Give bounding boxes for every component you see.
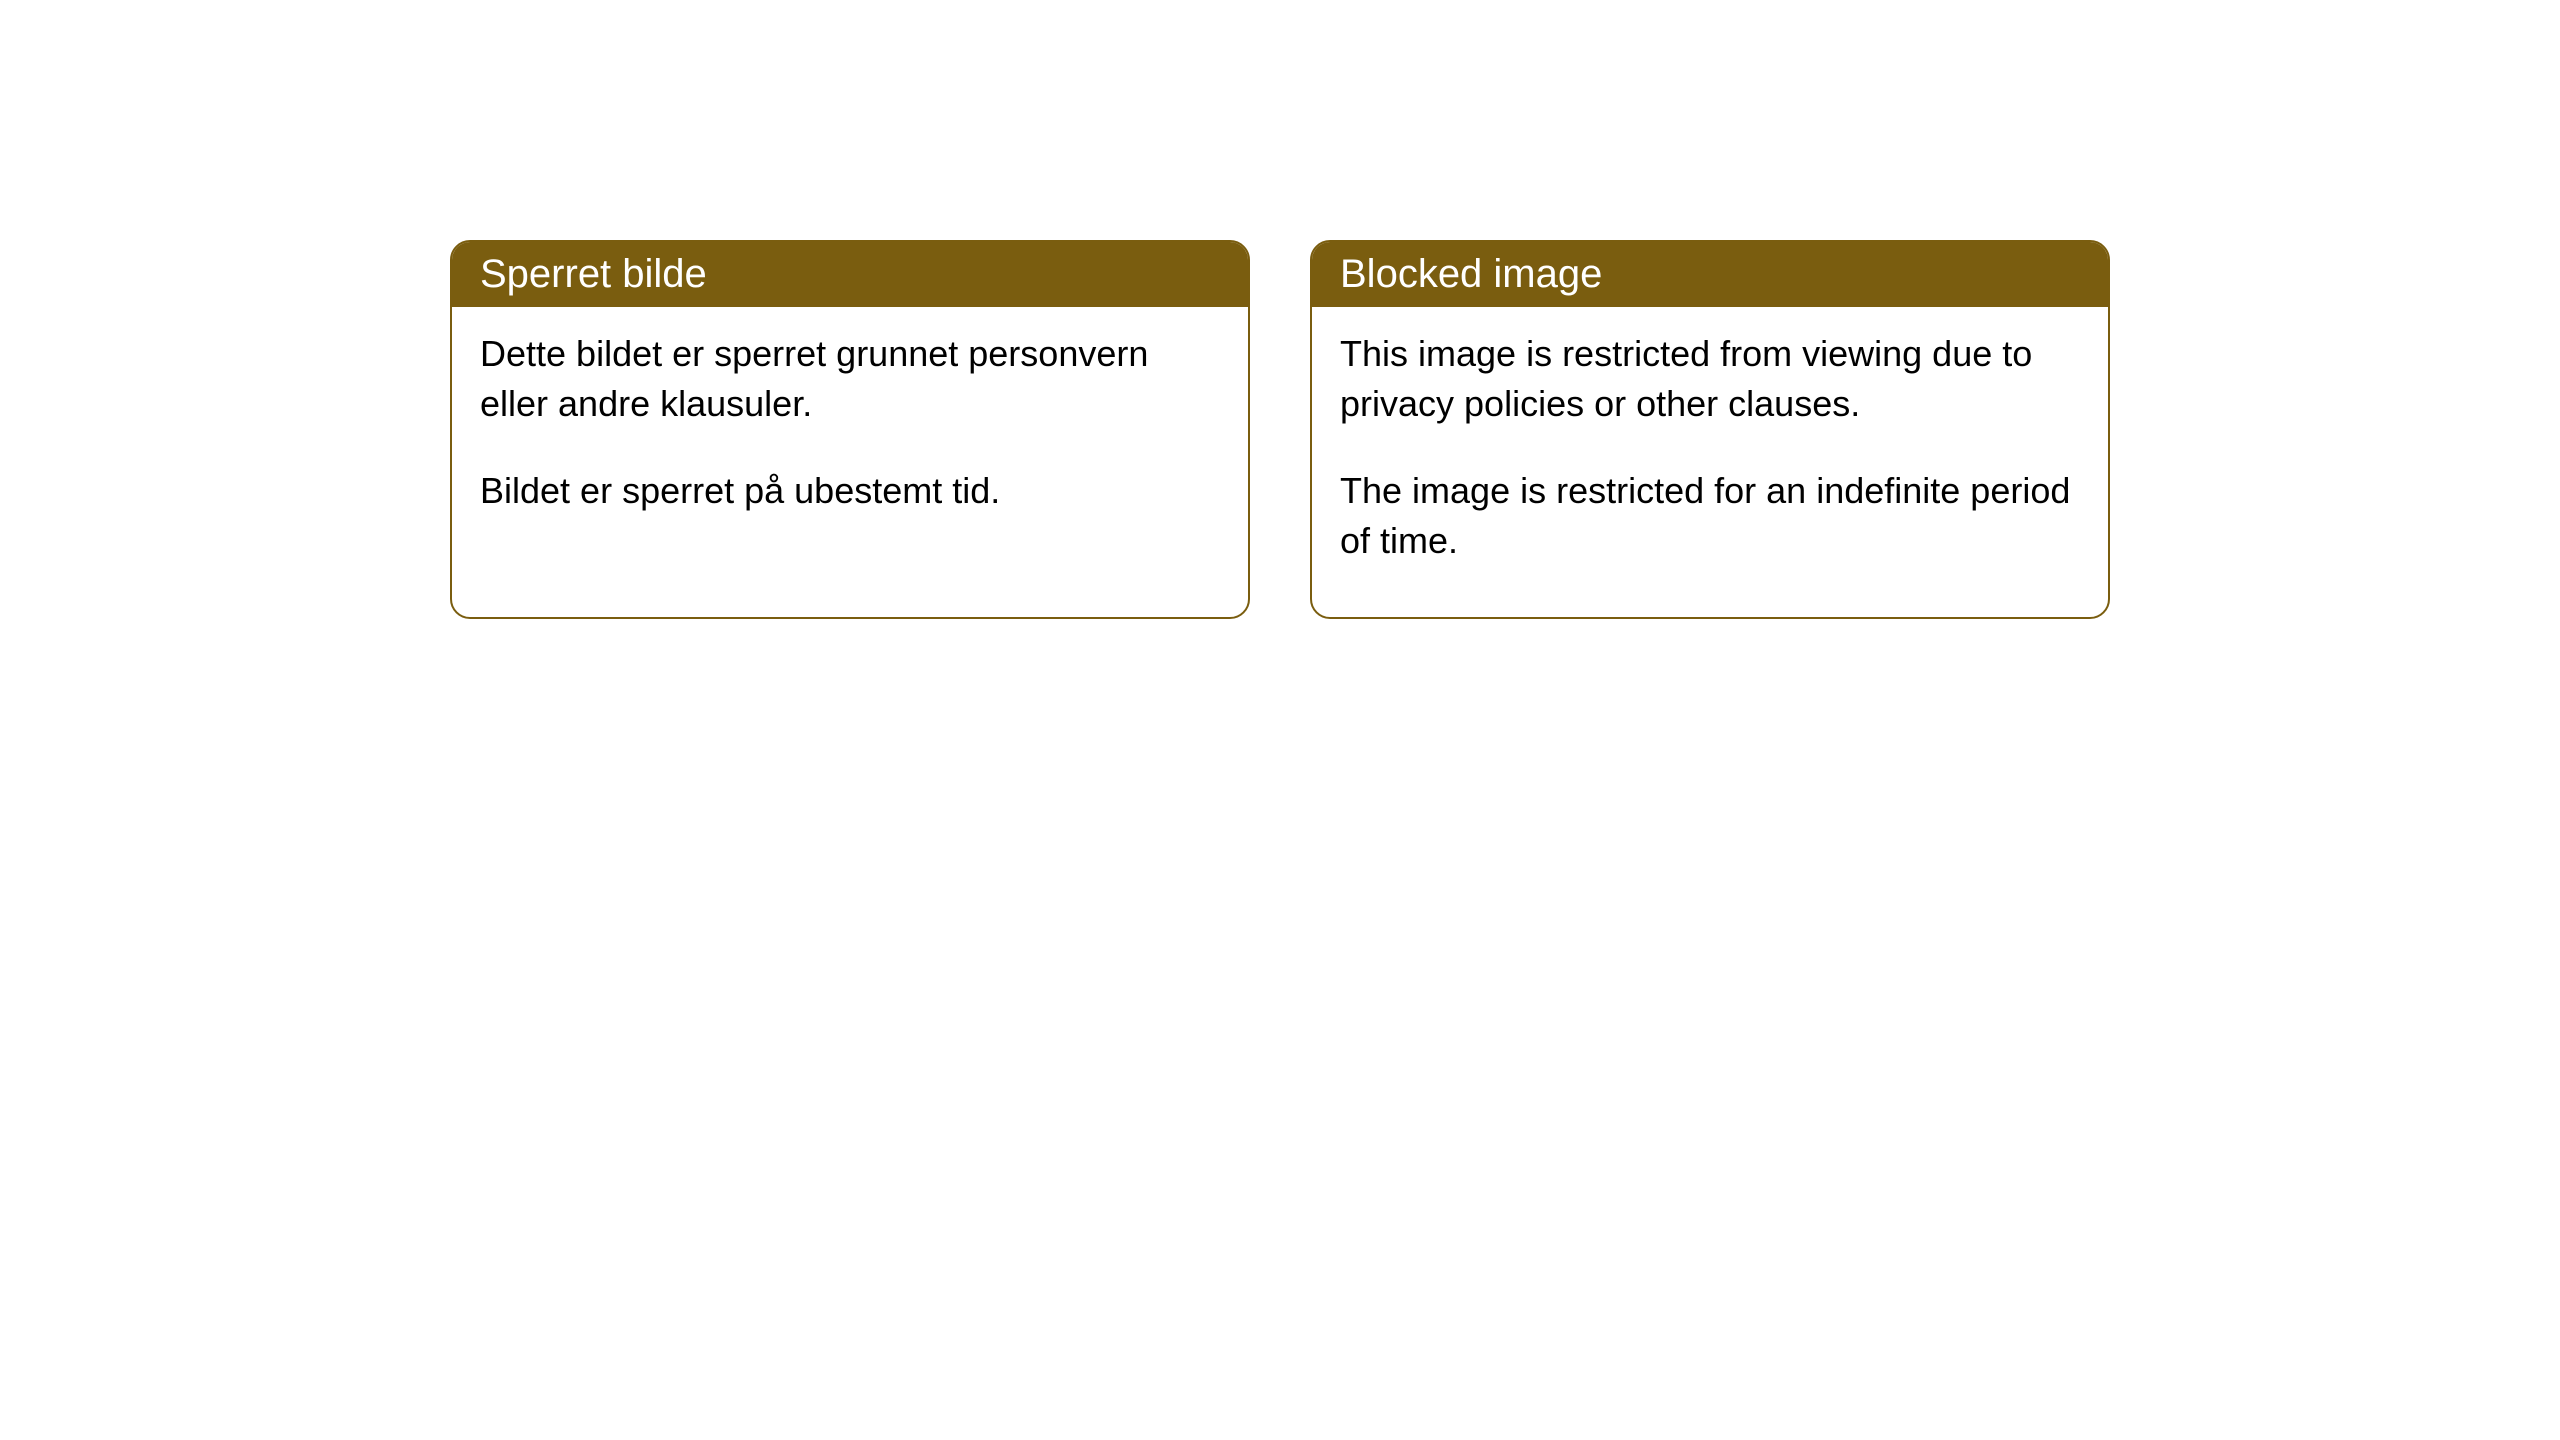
card-header-english: Blocked image — [1312, 242, 2108, 307]
card-paragraph: This image is restricted from viewing du… — [1340, 329, 2080, 430]
card-paragraph: Dette bildet er sperret grunnet personve… — [480, 329, 1220, 430]
notice-cards-container: Sperret bilde Dette bildet er sperret gr… — [450, 240, 2560, 619]
card-title: Blocked image — [1340, 252, 1602, 296]
card-body-norwegian: Dette bildet er sperret grunnet personve… — [452, 307, 1248, 566]
card-paragraph: The image is restricted for an indefinit… — [1340, 466, 2080, 567]
card-body-english: This image is restricted from viewing du… — [1312, 307, 2108, 617]
card-title: Sperret bilde — [480, 252, 707, 296]
card-paragraph: Bildet er sperret på ubestemt tid. — [480, 466, 1220, 516]
notice-card-english: Blocked image This image is restricted f… — [1310, 240, 2110, 619]
card-header-norwegian: Sperret bilde — [452, 242, 1248, 307]
notice-card-norwegian: Sperret bilde Dette bildet er sperret gr… — [450, 240, 1250, 619]
